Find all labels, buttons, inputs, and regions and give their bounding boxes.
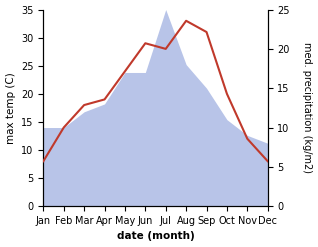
Y-axis label: max temp (C): max temp (C)	[5, 72, 16, 144]
X-axis label: date (month): date (month)	[117, 231, 194, 242]
Y-axis label: med. precipitation (kg/m2): med. precipitation (kg/m2)	[302, 42, 313, 173]
